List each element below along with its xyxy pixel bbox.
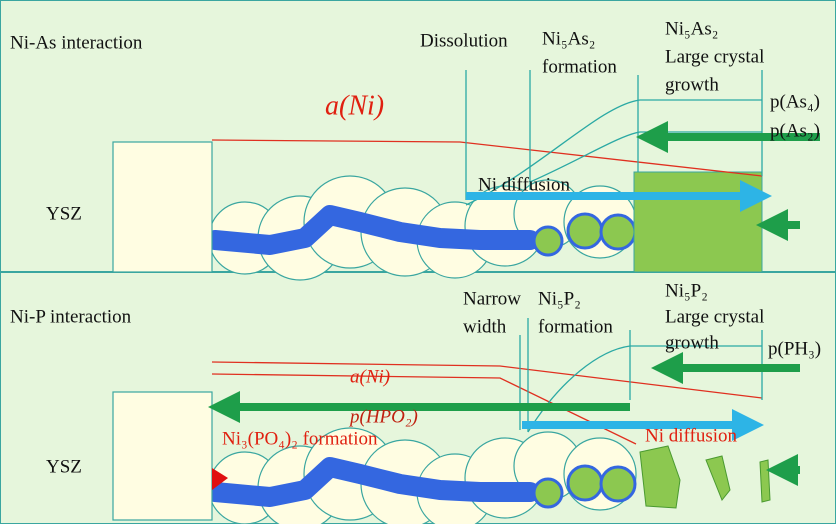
panel-title: Ni-P interaction [10, 306, 132, 327]
crystal-block [634, 172, 762, 272]
ysz-label: YSZ [46, 456, 82, 477]
stage-label: Large crystal [665, 46, 764, 67]
ni-particle [601, 467, 635, 501]
stage-label: formation [542, 56, 617, 77]
stage-label: Ni₅As₂ [542, 28, 595, 49]
ni-particle [534, 479, 562, 507]
ysz-label: YSZ [46, 203, 82, 224]
ni-particle [534, 227, 562, 255]
activity-label: a(Ni) [325, 90, 384, 121]
stage-label: Ni₅As₂ [665, 18, 718, 39]
panel-title: Ni-As interaction [10, 32, 143, 53]
phosphate-label: Ni₃(PO₄)₂ formation [222, 428, 378, 449]
stage-label: Dissolution [420, 30, 508, 51]
pressure-label: p(HPO₂) [348, 406, 418, 427]
pressure-label: p(As₂) [770, 120, 820, 141]
diffusion-label: Ni diffusion [645, 425, 738, 446]
diagram: Ni-As interaction YSZ Dissolution Ni₅As₂… [0, 0, 836, 524]
ysz-block [113, 392, 212, 520]
diffusion-label: Ni diffusion [478, 174, 571, 195]
stage-label: formation [538, 316, 613, 337]
ni-particle [601, 215, 635, 249]
crystal-flake [760, 460, 770, 502]
ni-particle [568, 466, 602, 500]
stage-label: Ni₅P₂ [538, 288, 581, 309]
ni-particle [568, 214, 602, 248]
stage-label: growth [665, 332, 719, 353]
pressure-label: p(PH₃) [768, 338, 821, 359]
stage-label: width [463, 316, 507, 337]
stage-label: Narrow [463, 288, 521, 309]
stage-label: growth [665, 74, 719, 95]
ysz-block [113, 142, 212, 272]
stage-label: Ni₅P₂ [665, 280, 708, 301]
pressure-label: p(As₄) [770, 91, 820, 112]
activity-label: a(Ni) [350, 366, 390, 387]
stage-label: Large crystal [665, 306, 764, 327]
